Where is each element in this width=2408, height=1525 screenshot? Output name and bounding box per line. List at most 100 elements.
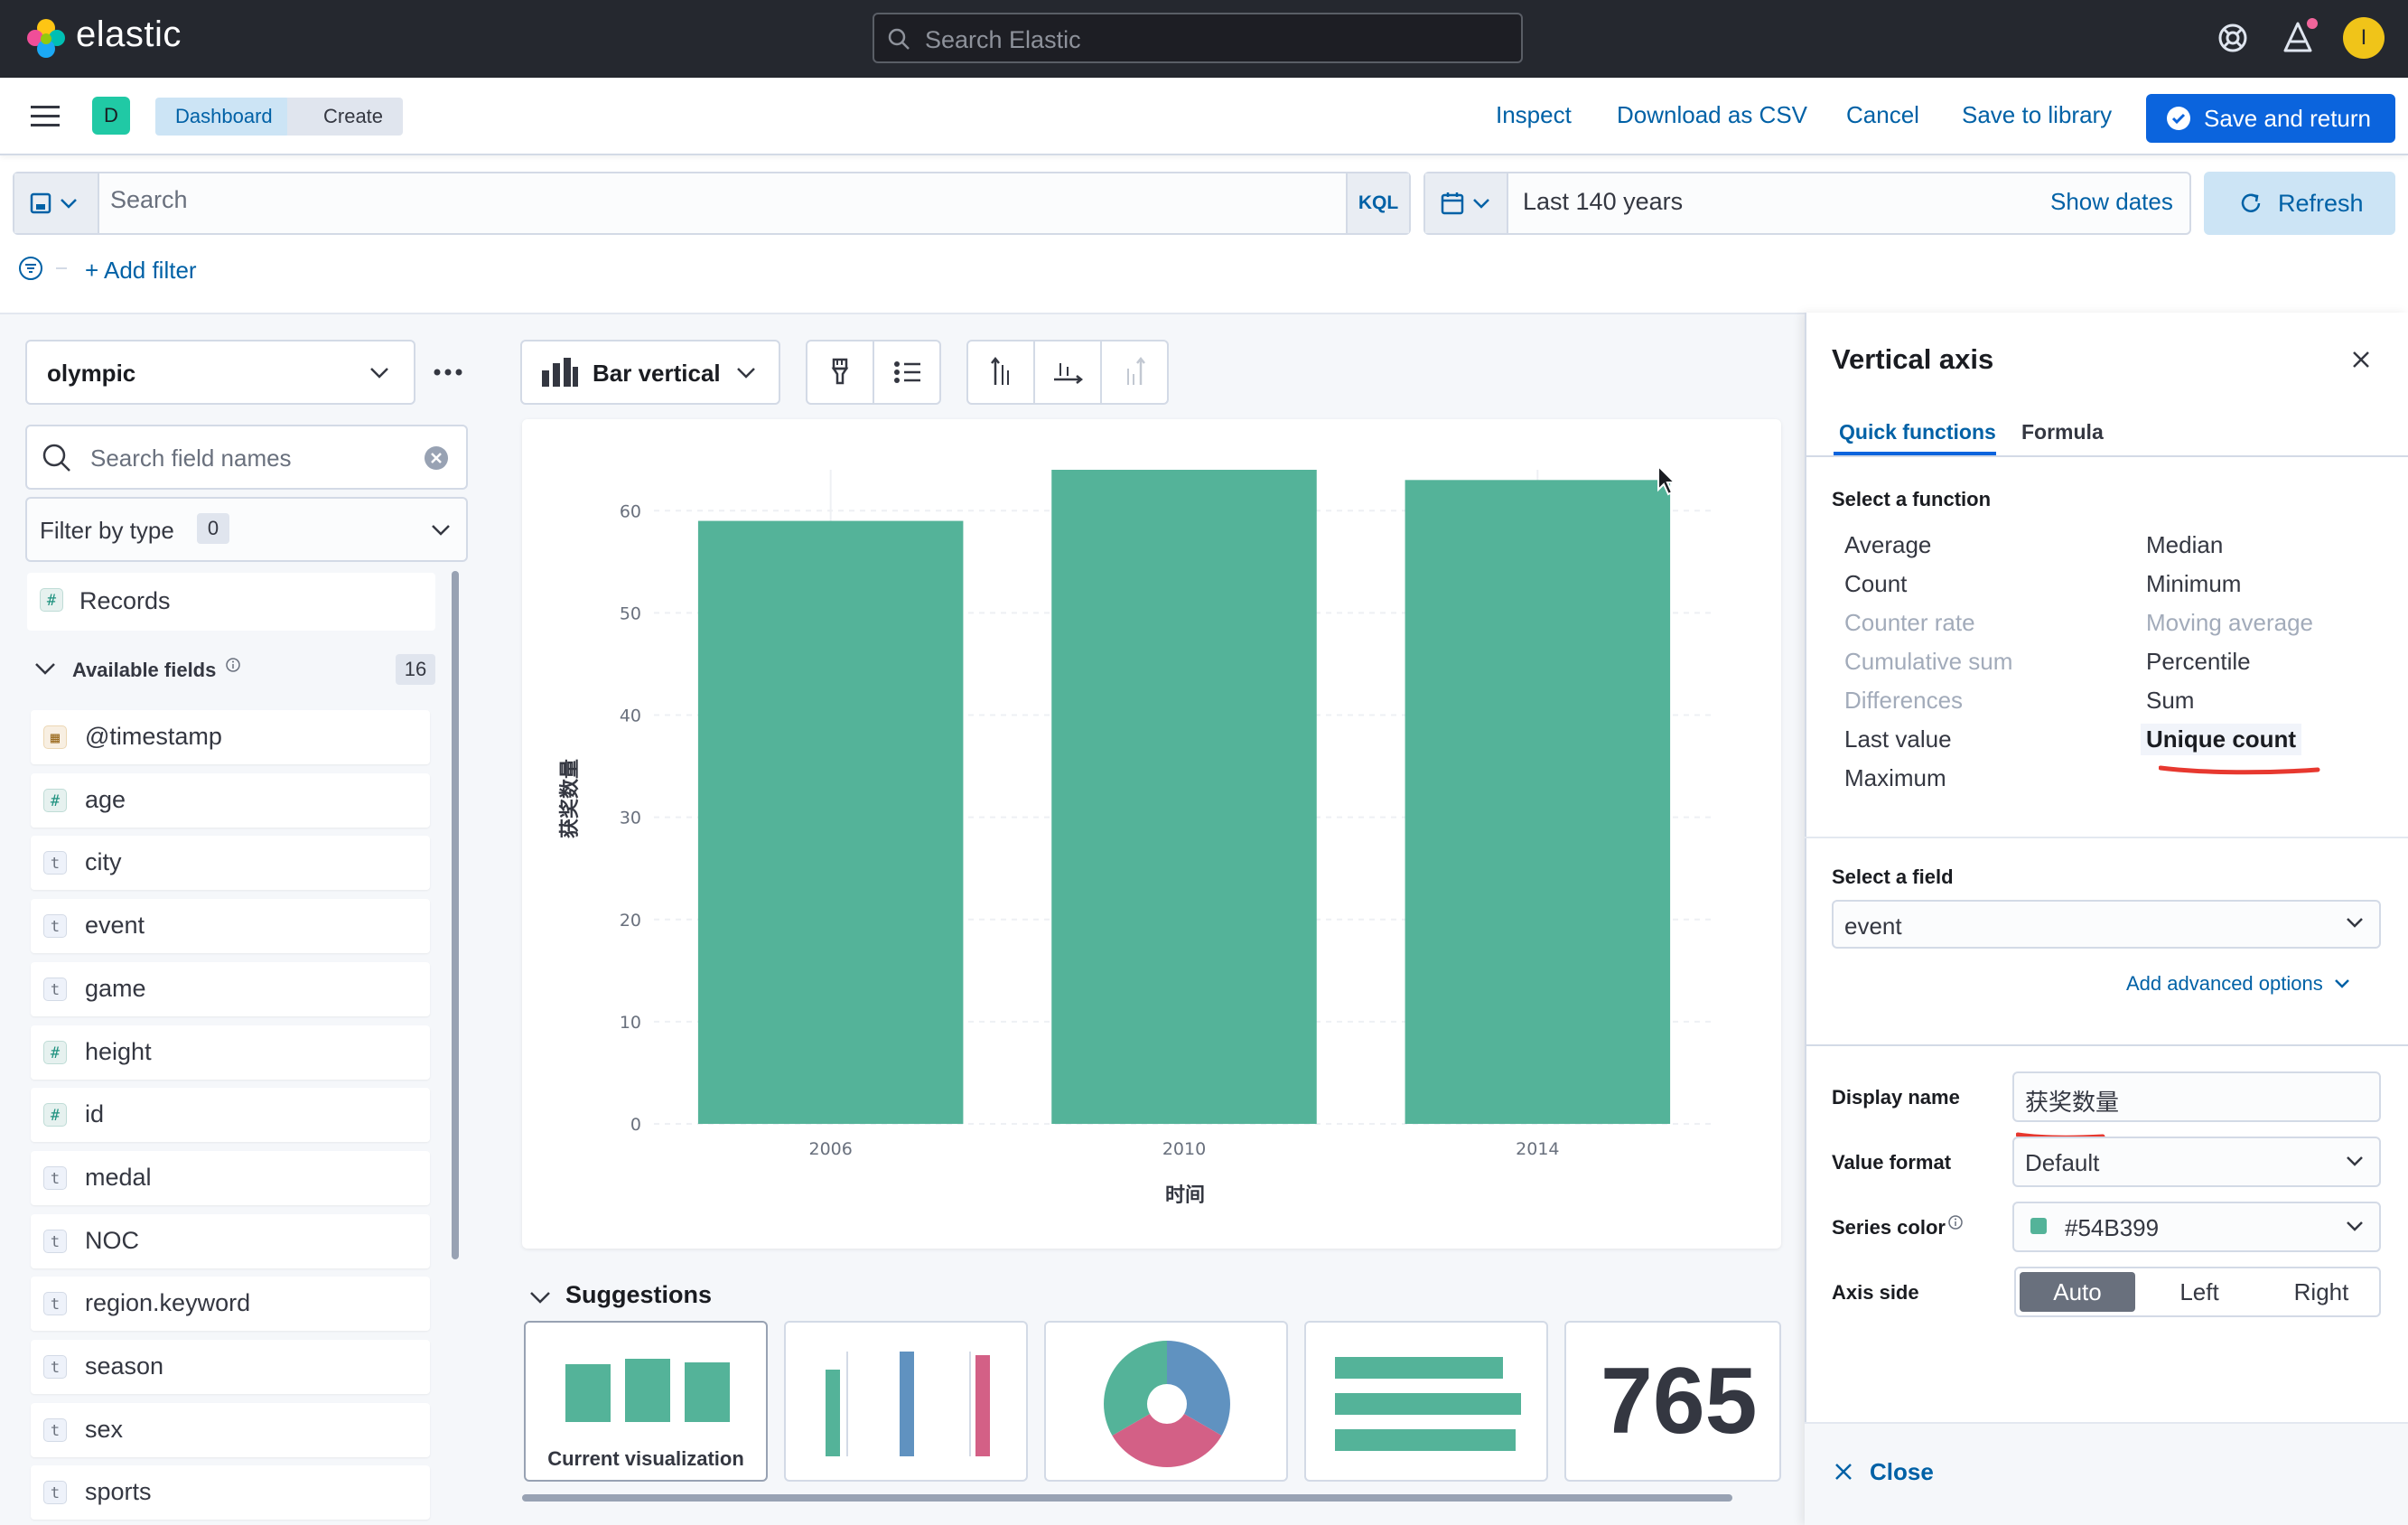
value-format-select[interactable] xyxy=(2012,1137,2381,1187)
chevron-down-icon xyxy=(2347,918,2363,928)
visual-options-button[interactable] xyxy=(807,341,874,403)
query-input[interactable]: Search xyxy=(110,186,188,213)
left-axis-button[interactable] xyxy=(968,341,1035,403)
x-tick-label: 2014 xyxy=(1516,1139,1559,1159)
function-option[interactable]: Median xyxy=(2146,531,2224,558)
function-option[interactable]: Sum xyxy=(2146,687,2195,714)
field-item[interactable]: # age xyxy=(31,772,430,828)
clear-icon[interactable] xyxy=(423,444,450,472)
saved-query-button[interactable] xyxy=(14,173,99,233)
function-option[interactable]: Count xyxy=(1844,570,1908,597)
tab-quick-functions[interactable]: Quick functions xyxy=(1839,420,1996,444)
suggestion-metric[interactable]: 765 xyxy=(1564,1321,1781,1482)
field-name: @timestamp xyxy=(85,723,222,750)
quick-select-button[interactable] xyxy=(1425,173,1508,233)
chevron-down-icon[interactable] xyxy=(33,656,58,681)
function-option[interactable]: Minimum xyxy=(2146,570,2242,597)
field-item[interactable]: t event xyxy=(31,899,430,954)
query-language-button[interactable]: KQL xyxy=(1346,173,1409,233)
field-item[interactable]: t sex xyxy=(31,1402,430,1457)
brand-name[interactable]: elastic xyxy=(76,14,182,54)
save-icon xyxy=(30,192,51,214)
save-to-library-link[interactable]: Save to library xyxy=(1962,101,2113,128)
help-icon[interactable] xyxy=(2215,20,2251,56)
field-name: age xyxy=(85,785,126,813)
function-option[interactable]: Unique count xyxy=(2141,724,2302,755)
field-item-records[interactable]: # Records xyxy=(27,573,435,631)
data-view-name: olympic xyxy=(47,360,136,387)
global-search-input[interactable]: Search Elastic xyxy=(873,13,1523,63)
show-dates-link[interactable]: Show dates xyxy=(2050,188,2173,215)
field-item[interactable]: # height xyxy=(31,1024,430,1080)
bar-2014[interactable] xyxy=(1405,480,1671,1124)
data-view-picker[interactable] xyxy=(25,340,415,405)
right-axis-button[interactable] xyxy=(1102,341,1169,403)
bar-2006[interactable] xyxy=(697,520,964,1124)
refresh-button[interactable]: Refresh xyxy=(2204,172,2395,235)
add-advanced-options-button[interactable]: Add advanced options xyxy=(2126,972,2350,996)
newsfeed-icon[interactable] xyxy=(2280,18,2316,58)
available-fields-count: 16 xyxy=(396,654,435,685)
bar-2010[interactable] xyxy=(1051,470,1317,1124)
time-range-label[interactable]: Last 140 years xyxy=(1523,188,1684,215)
axis-side-right[interactable]: Right xyxy=(2293,1278,2349,1305)
field-item[interactable]: t season xyxy=(31,1340,430,1394)
axis-side-left[interactable]: Left xyxy=(2179,1278,2219,1305)
field-item[interactable]: t game xyxy=(31,961,430,1016)
axis-side-auto[interactable]: Auto xyxy=(2020,1272,2135,1312)
suggestion-bar-multi[interactable] xyxy=(784,1321,1028,1482)
function-option[interactable]: Percentile xyxy=(2146,648,2251,675)
field-item[interactable]: t region.keyword xyxy=(31,1277,430,1332)
legend-button[interactable] xyxy=(874,341,941,403)
breadcrumb-dashboard[interactable]: Dashboard xyxy=(155,98,300,136)
field-item[interactable]: t sports xyxy=(31,1465,430,1520)
save-and-return-button[interactable]: Save and return xyxy=(2146,94,2395,143)
field-item[interactable]: t NOC xyxy=(31,1213,430,1268)
axis-toolbar-group xyxy=(966,340,1169,405)
cancel-link[interactable]: Cancel xyxy=(1846,101,1919,128)
refresh-label: Refresh xyxy=(2278,189,2364,217)
field-search-input[interactable] xyxy=(25,425,468,490)
suggestions-scrollbar[interactable] xyxy=(522,1494,1732,1502)
add-filter-button[interactable]: + Add filter xyxy=(85,257,197,284)
string-type-icon: t xyxy=(43,1355,67,1379)
download-csv-link[interactable]: Download as CSV xyxy=(1617,101,1807,128)
menu-icon[interactable] xyxy=(31,105,60,128)
y-tick-label: 10 xyxy=(620,1013,641,1033)
close-button[interactable]: Close xyxy=(1870,1458,1934,1485)
info-icon[interactable] xyxy=(224,656,242,674)
field-select[interactable] xyxy=(1832,900,2381,949)
filter-by-type-button[interactable] xyxy=(25,497,468,562)
filter-menu-icon[interactable] xyxy=(18,255,69,282)
inspect-link[interactable]: Inspect xyxy=(1496,101,1572,128)
suggestions-label[interactable]: Suggestions xyxy=(565,1281,713,1308)
suggestion-donut[interactable] xyxy=(1044,1321,1288,1482)
close-icon[interactable] xyxy=(2348,347,2374,372)
user-avatar[interactable]: I xyxy=(2343,17,2385,59)
bar-chart[interactable]: 0 10 20 30 40 50 60 2006 2010 2014 获奖数量 时间 xyxy=(522,419,1781,1249)
display-name-input[interactable] xyxy=(2012,1071,2381,1122)
function-option[interactable]: Average xyxy=(1844,531,1932,558)
field-item[interactable]: # id xyxy=(31,1088,430,1143)
function-option[interactable]: Maximum xyxy=(1844,764,1946,791)
chevron-down-icon[interactable] xyxy=(527,1285,553,1310)
field-list-scrollbar[interactable] xyxy=(452,571,459,1259)
field-item[interactable]: t medal xyxy=(31,1150,430,1205)
chevron-down-icon xyxy=(2347,1221,2363,1231)
info-icon[interactable] xyxy=(1947,1214,1964,1230)
elastic-logo-icon[interactable] xyxy=(25,18,67,60)
available-fields-label[interactable]: Available fields xyxy=(72,659,217,681)
suggestion-current[interactable]: Current visualization xyxy=(524,1321,768,1482)
tab-formula[interactable]: Formula xyxy=(2021,420,2104,444)
function-option[interactable]: Last value xyxy=(1844,725,1952,753)
space-avatar[interactable]: D xyxy=(92,97,130,135)
more-options-icon[interactable] xyxy=(432,358,464,387)
field-item[interactable]: ▦ @timestamp xyxy=(31,710,430,764)
suggestion-horizontal-bar[interactable] xyxy=(1304,1321,1548,1482)
field-item[interactable]: t city xyxy=(31,836,430,891)
flyout-title: Vertical axis xyxy=(1832,343,1994,375)
bottom-axis-button[interactable] xyxy=(1035,341,1102,403)
series-color-picker[interactable] xyxy=(2012,1202,2381,1252)
paintbrush-icon xyxy=(831,358,849,385)
select-function-label: Select a function xyxy=(1832,488,1992,510)
